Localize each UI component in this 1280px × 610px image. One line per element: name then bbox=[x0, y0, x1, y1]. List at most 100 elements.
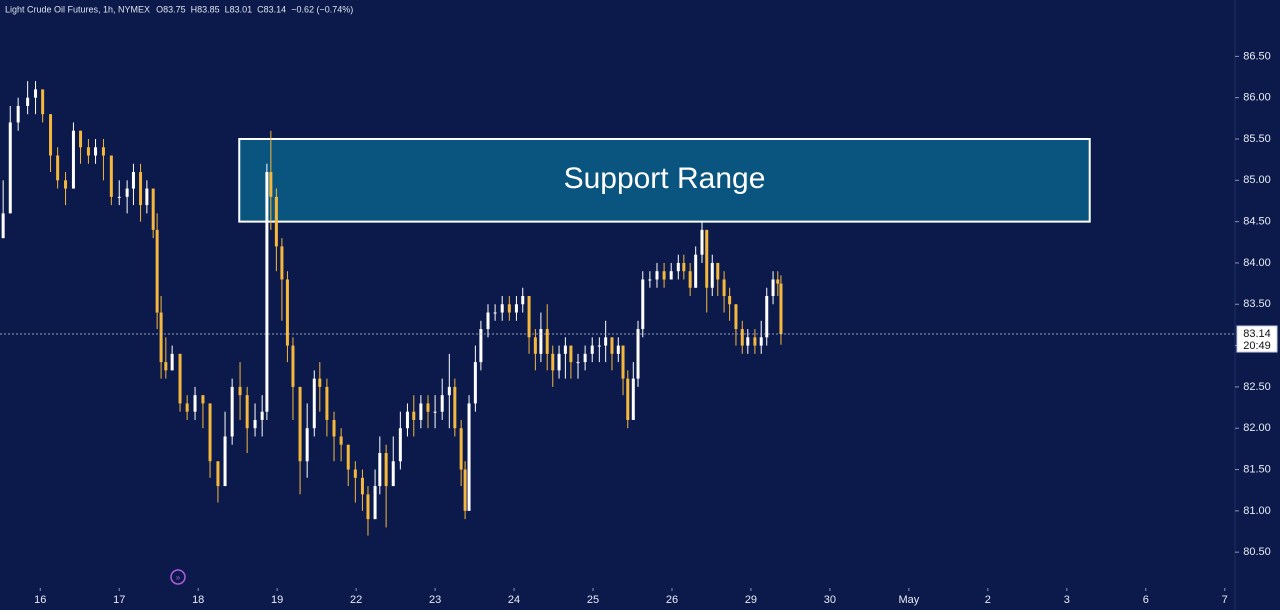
candle-body bbox=[716, 262, 720, 280]
candle-body bbox=[274, 196, 278, 247]
candle-body bbox=[312, 378, 316, 429]
y-tick-label: 84.00 bbox=[1243, 257, 1271, 269]
candle-body bbox=[41, 89, 45, 115]
candle-body bbox=[688, 271, 692, 288]
x-tick-label: 19 bbox=[271, 594, 283, 606]
candle-body bbox=[291, 345, 295, 387]
candle-body bbox=[360, 477, 364, 495]
x-tick-label: 6 bbox=[1143, 594, 1149, 606]
candle-body bbox=[325, 386, 329, 420]
header-stat: L83.01 bbox=[225, 4, 253, 14]
candle-body bbox=[479, 329, 483, 363]
candle-body bbox=[676, 262, 680, 272]
candle-body bbox=[260, 411, 264, 420]
candle-body bbox=[101, 147, 105, 156]
candle-body bbox=[285, 279, 289, 346]
candle-body bbox=[641, 279, 645, 330]
candle-body bbox=[131, 172, 135, 189]
x-tick-label: 17 bbox=[113, 594, 125, 606]
candle-body bbox=[557, 353, 561, 371]
candle-body bbox=[433, 411, 437, 413]
candle-body bbox=[459, 428, 463, 470]
candle-body bbox=[265, 172, 269, 412]
candle-body bbox=[486, 312, 490, 330]
candle-body bbox=[269, 172, 273, 197]
candle-body bbox=[353, 469, 357, 478]
candle-body bbox=[201, 395, 205, 404]
candle-body bbox=[373, 486, 377, 520]
candle-body bbox=[734, 304, 738, 330]
candle-body bbox=[170, 353, 174, 371]
candle-body bbox=[405, 411, 409, 429]
candle-body bbox=[631, 378, 635, 420]
candle-body bbox=[366, 494, 370, 520]
candle-body bbox=[398, 428, 402, 462]
candle-body bbox=[447, 386, 451, 396]
candle-body bbox=[391, 461, 395, 487]
x-tick-label: 22 bbox=[350, 594, 362, 606]
x-tick-label: 30 bbox=[824, 594, 836, 606]
candle-body bbox=[280, 246, 284, 280]
annotation-box bbox=[238, 137, 1091, 223]
x-tick-label: May bbox=[898, 594, 919, 606]
candle-body bbox=[753, 337, 757, 346]
candle-body bbox=[34, 89, 38, 98]
candle-body bbox=[79, 130, 83, 148]
candle-body bbox=[178, 353, 182, 404]
candle-body bbox=[155, 229, 159, 313]
candle-body bbox=[125, 188, 129, 197]
candle-body bbox=[771, 279, 775, 296]
x-tick-label: 2 bbox=[985, 594, 991, 606]
y-tick-label: 86.50 bbox=[1243, 50, 1271, 62]
y-tick-label: 85.00 bbox=[1243, 174, 1271, 186]
candle-body bbox=[339, 436, 343, 445]
candle-body bbox=[463, 469, 467, 511]
candle-body bbox=[776, 279, 780, 284]
candle-body bbox=[710, 262, 714, 288]
candle-body bbox=[493, 312, 497, 314]
candle-body bbox=[527, 296, 531, 338]
scroll-button[interactable] bbox=[170, 569, 186, 585]
candle-body bbox=[412, 411, 416, 420]
header-stat: H83.85 bbox=[191, 4, 220, 14]
candle-body bbox=[604, 337, 608, 346]
candle-body bbox=[238, 386, 242, 396]
candle-body bbox=[539, 329, 543, 354]
candle-body bbox=[722, 279, 726, 296]
candle-body bbox=[728, 296, 732, 305]
candle-body bbox=[1, 213, 5, 239]
candle-body bbox=[145, 188, 149, 206]
candle-body bbox=[426, 403, 430, 412]
y-tick-label: 85.50 bbox=[1243, 133, 1271, 145]
header-stat: C83.14 bbox=[257, 4, 286, 14]
candle-body bbox=[473, 362, 477, 404]
annotation-text: Support Range bbox=[564, 162, 766, 195]
candle-body bbox=[616, 345, 620, 354]
candle-body bbox=[682, 262, 686, 272]
candle-body bbox=[551, 353, 555, 371]
candle-body bbox=[8, 122, 12, 214]
y-tick-label: 81.00 bbox=[1243, 505, 1271, 517]
candle-body bbox=[779, 283, 783, 335]
y-tick-label: 82.50 bbox=[1243, 381, 1271, 393]
candle-body bbox=[569, 345, 573, 363]
candle-body bbox=[655, 271, 659, 280]
candle-body bbox=[597, 345, 601, 347]
candle-body bbox=[440, 395, 444, 412]
x-tick-label: 23 bbox=[429, 594, 441, 606]
y-tick-label: 81.50 bbox=[1243, 463, 1271, 475]
candle-body bbox=[669, 271, 673, 280]
scroll-icon: » bbox=[176, 573, 181, 582]
x-tick-label: 18 bbox=[192, 594, 204, 606]
candle-body bbox=[16, 105, 20, 123]
candle-body bbox=[740, 329, 744, 346]
y-tick-label: 86.00 bbox=[1243, 92, 1271, 104]
candle-body bbox=[583, 353, 587, 363]
candle-body bbox=[86, 147, 90, 156]
last-price-label: 83.14 bbox=[1243, 328, 1271, 340]
candle-body bbox=[521, 296, 525, 305]
candle-body bbox=[662, 271, 666, 280]
candle-body bbox=[94, 147, 98, 156]
